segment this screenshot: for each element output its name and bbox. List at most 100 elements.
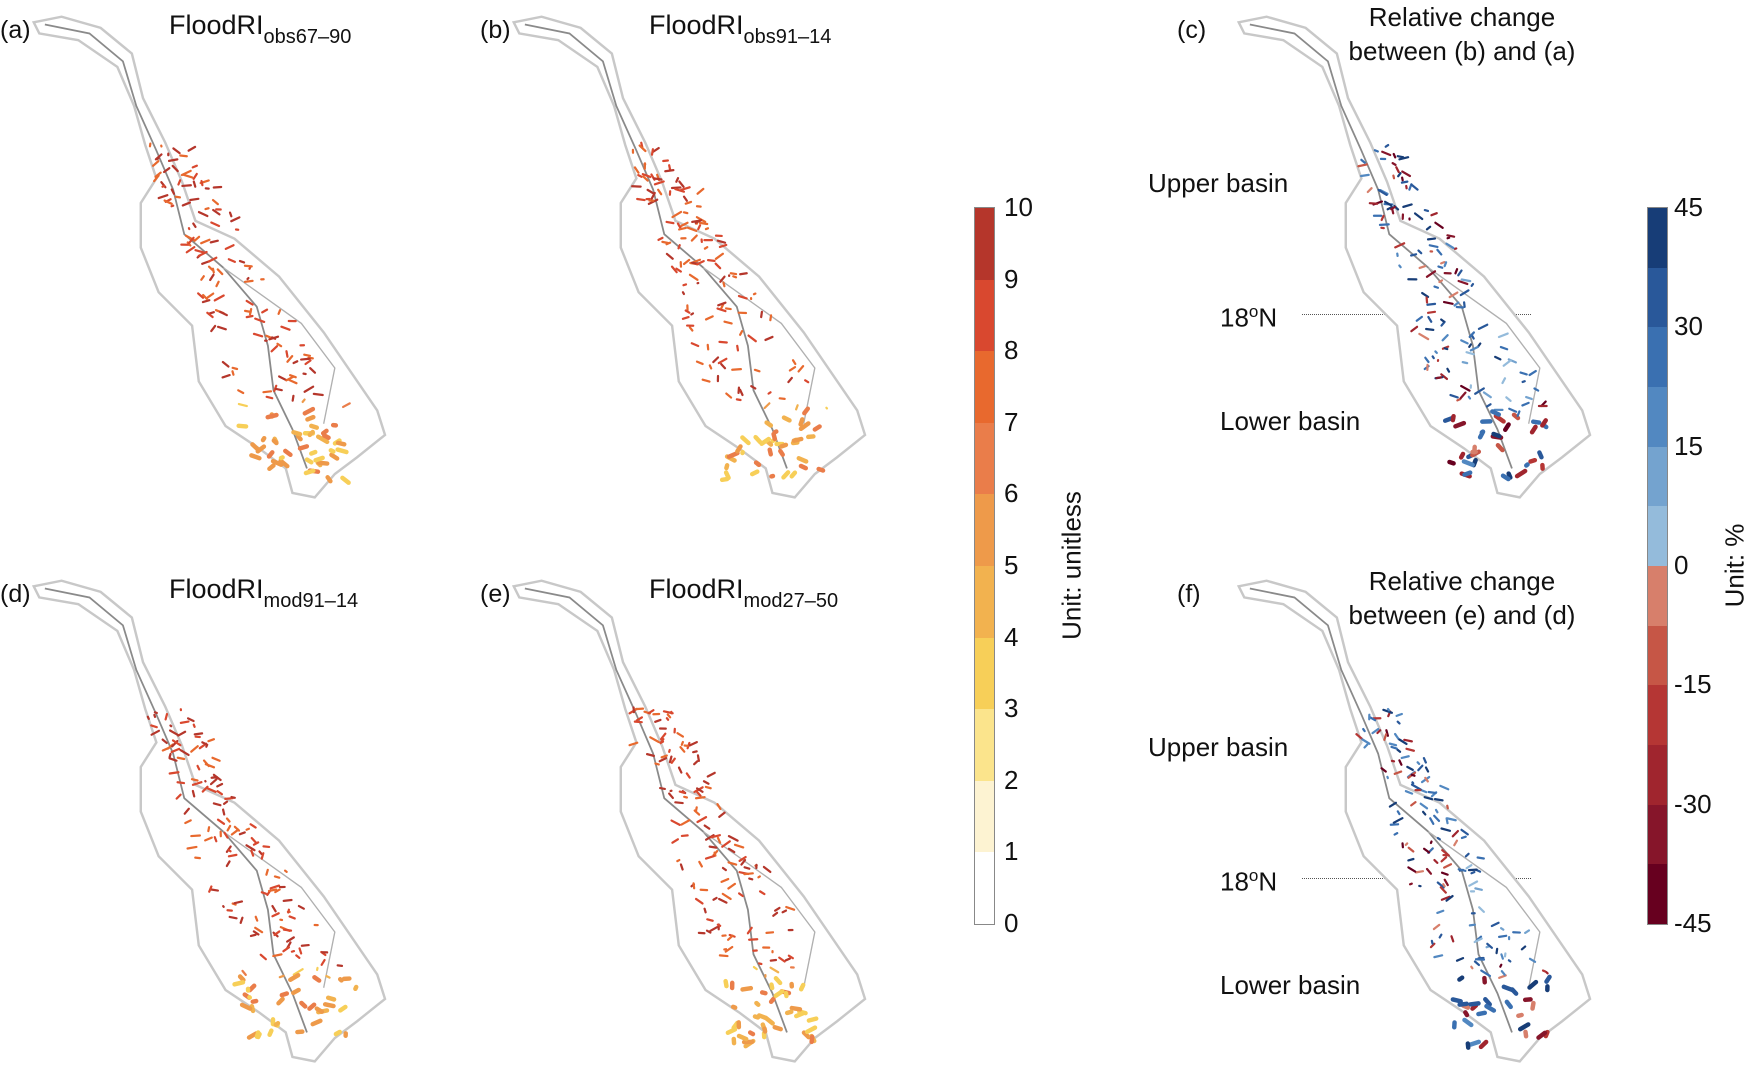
- flood-cell: [274, 441, 277, 443]
- flood-cell: [767, 423, 771, 426]
- flood-cell: [684, 797, 687, 798]
- flood-cell: [1518, 1015, 1521, 1016]
- colorbar-tick-label: 5: [1004, 552, 1018, 578]
- flood-cell: [761, 312, 762, 317]
- flood-cell: [1435, 351, 1436, 352]
- flood-cell: [1499, 936, 1506, 937]
- flood-cell: [1398, 750, 1400, 752]
- flood-cell: [1392, 747, 1397, 749]
- flood-cell: [269, 890, 276, 891]
- flood-cell: [766, 932, 772, 933]
- flood-cell: [189, 147, 195, 151]
- flood-cell: [680, 792, 684, 793]
- flood-cell: [1390, 744, 1396, 746]
- flood-cell: [1459, 978, 1462, 980]
- colorbar-bin: [1648, 745, 1667, 805]
- flood-cell: [1463, 362, 1467, 363]
- flood-cell: [1392, 209, 1393, 213]
- flood-cell: [1487, 946, 1489, 947]
- flood-cell: [328, 998, 334, 1000]
- flood-cell: [280, 976, 284, 977]
- flood-cell: [687, 773, 690, 777]
- flood-cell: [331, 455, 337, 459]
- flood-cell: [649, 710, 654, 713]
- flood-cell: [1445, 262, 1446, 266]
- flood-cell: [796, 405, 798, 409]
- flood-cell: [1431, 842, 1432, 843]
- flood-cell: [1426, 329, 1433, 330]
- flood-cell: [1436, 810, 1437, 812]
- flood-cell: [1395, 833, 1398, 834]
- flood-cell: [680, 747, 684, 752]
- colorbar-bin: [1648, 805, 1667, 865]
- flood-cell: [1396, 167, 1398, 172]
- flood-cell: [324, 436, 328, 438]
- flood-cell: [210, 889, 217, 890]
- flood-cell: [771, 999, 773, 1002]
- colorbar-tick-label: 8: [1004, 337, 1018, 363]
- flood-cell: [314, 977, 319, 980]
- flood-cell: [1455, 269, 1457, 273]
- flood-cell: [148, 717, 149, 719]
- flood-cell: [170, 772, 179, 773]
- flood-cell: [770, 315, 771, 320]
- flood-cell: [1439, 280, 1442, 282]
- flood-cell: [1411, 185, 1417, 190]
- flood-cell: [1453, 416, 1454, 420]
- flood-cell: [676, 178, 678, 182]
- flood-cell: [756, 1003, 758, 1005]
- flood-cell: [1418, 762, 1419, 764]
- colorbar-tick-label: 15: [1674, 433, 1703, 459]
- flood-cell: [300, 948, 302, 953]
- flood-cell: [677, 860, 679, 861]
- flood-cell: [1386, 145, 1388, 147]
- flood-cell: [1469, 397, 1470, 399]
- flood-cell: [1375, 150, 1378, 151]
- flood-cell: [1427, 227, 1430, 230]
- flood-cell: [176, 197, 180, 198]
- flood-cell: [213, 758, 220, 761]
- flood-cell: [182, 171, 191, 175]
- flood-cell: [1509, 960, 1510, 961]
- flood-cell: [1436, 377, 1441, 378]
- flood-cell: [223, 810, 224, 815]
- flood-cell: [1447, 818, 1448, 823]
- flood-cell: [1470, 1003, 1478, 1004]
- flood-cell: [275, 876, 279, 877]
- colorbar-tick-label: -15: [1674, 671, 1712, 697]
- flood-cell: [1504, 987, 1513, 990]
- flood-cell: [1380, 224, 1389, 225]
- colorbar-floodri-unit: Unit: unitless: [1057, 476, 1088, 656]
- flood-cell: [294, 361, 298, 363]
- flood-cell: [276, 389, 282, 390]
- flood-cell: [1406, 749, 1413, 751]
- flood-cell: [706, 787, 711, 788]
- colorbar-tick-label: -30: [1674, 791, 1712, 817]
- flood-cell: [771, 960, 776, 961]
- flood-cell: [749, 939, 757, 940]
- flood-cell: [1425, 210, 1428, 211]
- flood-cell: [1501, 928, 1503, 929]
- flood-cell: [232, 797, 235, 798]
- flood-cell: [1546, 977, 1549, 982]
- flood-cell: [1464, 302, 1465, 306]
- flood-cell: [805, 380, 808, 382]
- flood-cell: [1539, 452, 1541, 457]
- flood-cell: [202, 742, 206, 744]
- colorbar-bin: [975, 423, 994, 495]
- flood-cell: [781, 445, 786, 447]
- colorbar-bin: [1648, 506, 1667, 566]
- flood-cell: [1440, 935, 1442, 938]
- flood-cell: [251, 935, 256, 936]
- flood-cell: [1532, 427, 1535, 432]
- flood-cell: [1395, 734, 1399, 739]
- flood-cell: [193, 791, 194, 796]
- flood-cell: [259, 851, 261, 853]
- flood-cell: [745, 867, 750, 868]
- flood-cell: [213, 210, 219, 214]
- flood-cell: [675, 802, 682, 803]
- flood-cell: [679, 228, 686, 230]
- flood-cell: [223, 906, 224, 907]
- flood-cell: [250, 986, 254, 990]
- flood-cell: [1471, 872, 1474, 873]
